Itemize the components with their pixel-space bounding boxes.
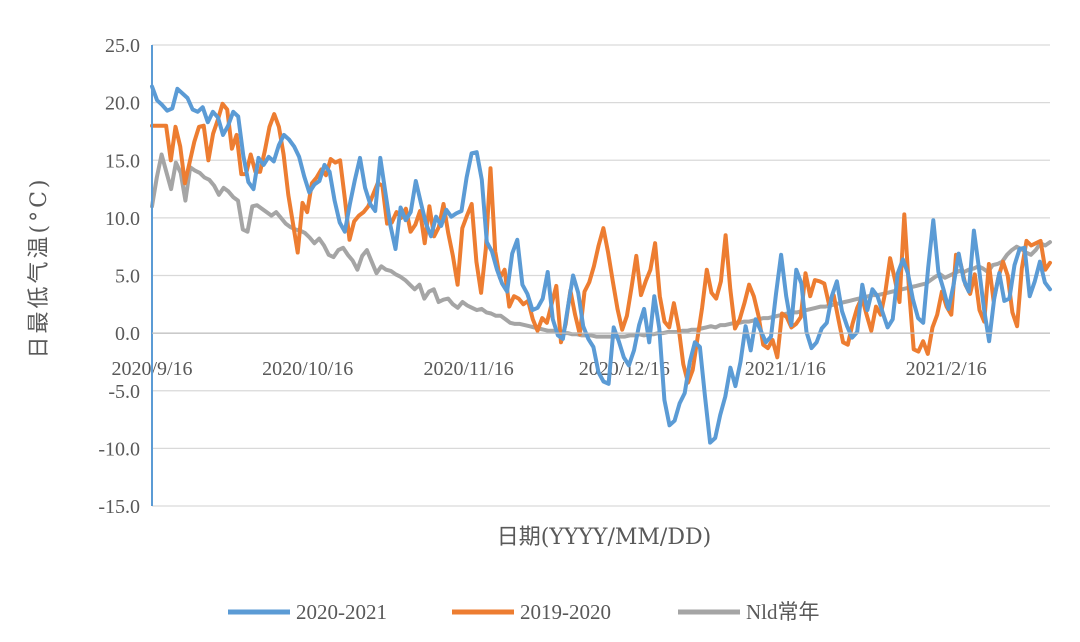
gridlines (152, 44, 1050, 507)
y-tick-label: -15.0 (98, 496, 140, 518)
y-tick-label: 5.0 (115, 266, 140, 288)
y-tick-label: 15.0 (105, 150, 140, 172)
legend-item: Nld常年 (678, 600, 820, 624)
y-axis-title: 日最低气温(°C) (27, 177, 52, 359)
y-tick-label: 20.0 (105, 93, 140, 115)
y-tick-label: 10.0 (105, 208, 140, 230)
x-axis-title: 日期(YYYY/MM/DD) (497, 525, 711, 550)
y-tick-label: 0.0 (115, 323, 140, 345)
y-tick-label: 25.0 (105, 35, 140, 57)
y-tick-label: -10.0 (98, 438, 140, 460)
legend: 2020-2021 2019-2020 Nld常年 (228, 600, 820, 624)
series-lines (150, 84, 1052, 445)
legend-label: Nld常年 (746, 600, 820, 624)
y-tick-label: -5.0 (108, 381, 140, 403)
x-tick-label: 2021/1/16 (745, 358, 826, 380)
y-tick-labels: 25.0 20.0 15.0 10.0 5.0 0.0 -5.0 -10.0 -15.0 (98, 35, 140, 518)
legend-label: 2020-2021 (296, 600, 387, 624)
series-line (150, 84, 1052, 445)
x-tick-label: 2021/2/16 (906, 358, 987, 380)
series-line (150, 101, 1052, 385)
legend-item: 2019-2020 (452, 600, 611, 624)
x-tick-labels: 2020/9/16 2020/10/16 2020/11/16 2020/12/16 2… (111, 358, 986, 380)
legend-label: 2019-2020 (520, 600, 611, 624)
legend-item: 2020-2021 (228, 600, 387, 624)
x-tick-label: 2020/11/16 (423, 358, 513, 380)
x-tick-label: 2020/10/16 (262, 358, 353, 380)
